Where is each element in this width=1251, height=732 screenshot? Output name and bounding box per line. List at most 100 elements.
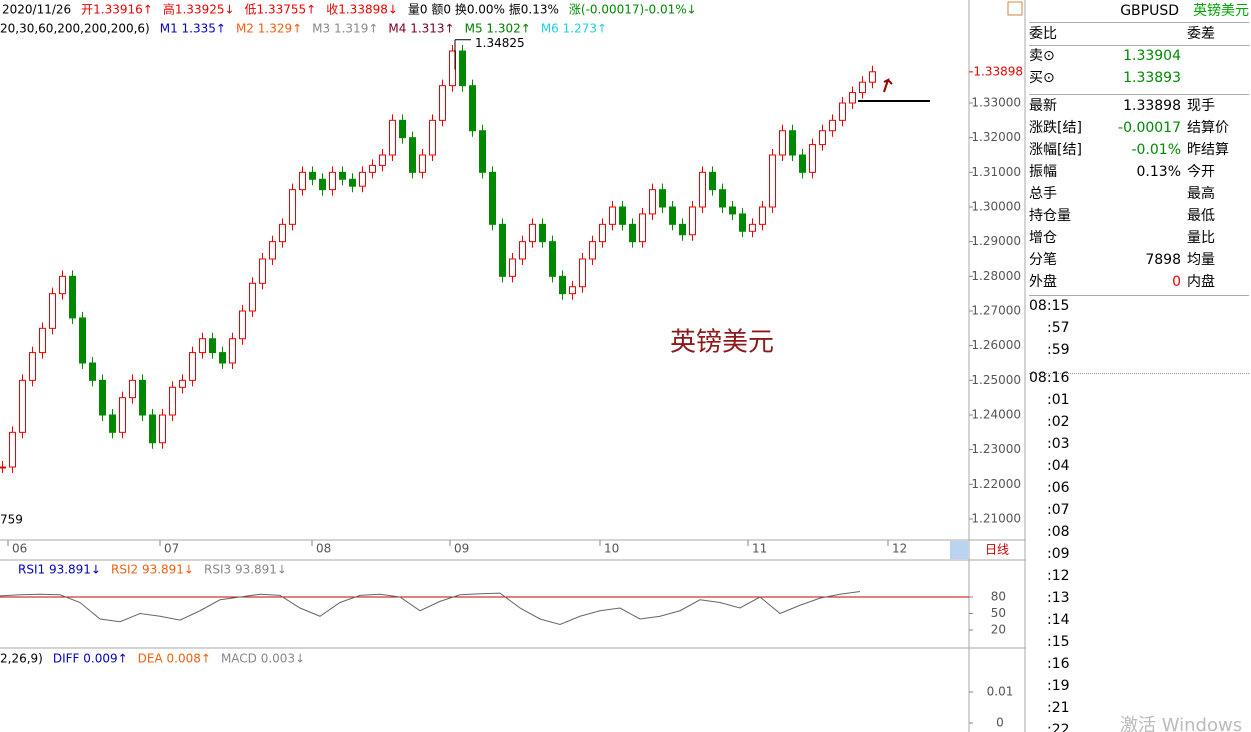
separator [1029,45,1249,46]
y-tick-label: 1.25000 [971,373,1021,387]
candle [209,338,216,354]
label2: 委差 [1187,26,1215,42]
candle [529,223,536,243]
label: 买⊙ [1029,70,1055,86]
candle [239,310,246,340]
candle [319,178,326,191]
time: :16 [1047,656,1070,672]
candle [669,206,676,225]
time: :08 [1047,524,1070,540]
legend-item: DEA 0.008↑ [138,652,211,666]
legend-item: 2020/11/26 [2,3,71,17]
y-tick-label: 1.29000 [971,234,1021,248]
label: 卖⊙ [1029,48,1055,64]
candle [829,119,836,132]
candle [129,379,136,399]
time: :13 [1047,590,1070,606]
legend-item: M4 1.313↑ [388,22,454,36]
quote-row: 卖⊙ 1.33904 [1029,45,1249,67]
candle [219,352,226,364]
period-label: 日线 [985,543,1009,557]
time: :57 [1047,320,1070,336]
legend-item: M3 1.319↑ [312,22,378,36]
legend-item: DIFF 0.009↑ [53,652,128,666]
candle [139,379,146,416]
quote-row: 总手 最高 [1029,183,1249,205]
candle [329,171,336,191]
quote-row: 买⊙ 1.33893 [1029,67,1249,89]
legend-item: M6 1.273↑ [541,22,607,36]
candle [749,223,756,232]
legend-item: 收1.33898↓ [326,3,398,17]
legend-item: MACD 0.003↓ [221,652,305,666]
y-tick-label: 1.22000 [971,477,1021,491]
legend-item: M1 1.335↑ [160,22,226,36]
label: 增仓 [1029,230,1057,246]
candle [389,119,396,156]
candle [499,223,506,277]
value: 0 [1172,274,1181,290]
y-tick-label: 1.30000 [971,200,1021,214]
candle [779,130,786,156]
candle [19,379,26,433]
label: 委比 [1029,26,1057,42]
candle [269,241,276,260]
value: 1.33904 [1123,48,1181,64]
high-label: 1.34825 [475,36,525,50]
label2: 内盘 [1187,274,1215,290]
candle [439,85,446,121]
candle [479,130,486,173]
label: 分笔 [1029,252,1057,268]
time: :22 [1047,722,1070,732]
candle [659,189,666,208]
legend-item: M5 1.302↑ [465,22,531,36]
legend-item: 量0 额0 换0.00% 振0.13% [408,3,559,17]
value: 0.13% [1136,164,1181,180]
separator [1029,373,1249,374]
candle [0,466,6,469]
y-tick-label: 1.32000 [971,130,1021,144]
time: :09 [1047,546,1070,562]
quote-panel: GBPUSD 英镑美元 委比 委差 卖⊙ 1.33904 买⊙ 1.33893 最新 1.3389… [1027,0,1251,732]
y-tick-label: 1.23000 [971,442,1021,456]
x-tick-label: 12 [892,542,907,556]
candle [519,241,526,260]
candle [9,431,16,468]
time: :04 [1047,458,1070,474]
label: 涨幅[结] [1029,142,1082,158]
value: -0.00017 [1118,120,1181,136]
candle [629,223,636,243]
symbol: GBPUSD [1120,3,1179,19]
candle [809,144,816,173]
label2: 结算价 [1187,120,1229,136]
candle [419,154,426,173]
candle [789,130,796,156]
candle [179,379,186,388]
legend-item: RSI2 93.891↓ [111,563,194,577]
candle [249,282,256,312]
candle [569,286,576,295]
quote-row: 持仓量 最低 [1029,205,1249,227]
quote-row: 振幅 0.13% 今开 [1029,161,1249,183]
candle [119,397,126,433]
watermark: 英镑美元 [670,328,774,358]
candle [679,223,686,236]
quote-row: 涨跌[结] -0.00017 结算价 [1029,117,1249,139]
value: 1.33898 [1123,98,1181,114]
candle [819,130,826,146]
candle [709,171,716,191]
candle [229,338,236,364]
x-tick-label: 10 [604,542,619,556]
candle [339,171,346,180]
time: :02 [1047,414,1070,430]
legend-item: 低1.33755↑ [245,3,317,17]
y-tick-label: 1.24000 [971,408,1021,422]
candle [429,119,436,156]
label2: 现手 [1187,98,1215,114]
quote-row: 委比 委差 [1029,23,1249,45]
candle [639,213,646,243]
y-tick-label: 1.27000 [971,304,1021,318]
y-tick-label: 0 [996,716,1004,730]
candle [369,164,376,173]
